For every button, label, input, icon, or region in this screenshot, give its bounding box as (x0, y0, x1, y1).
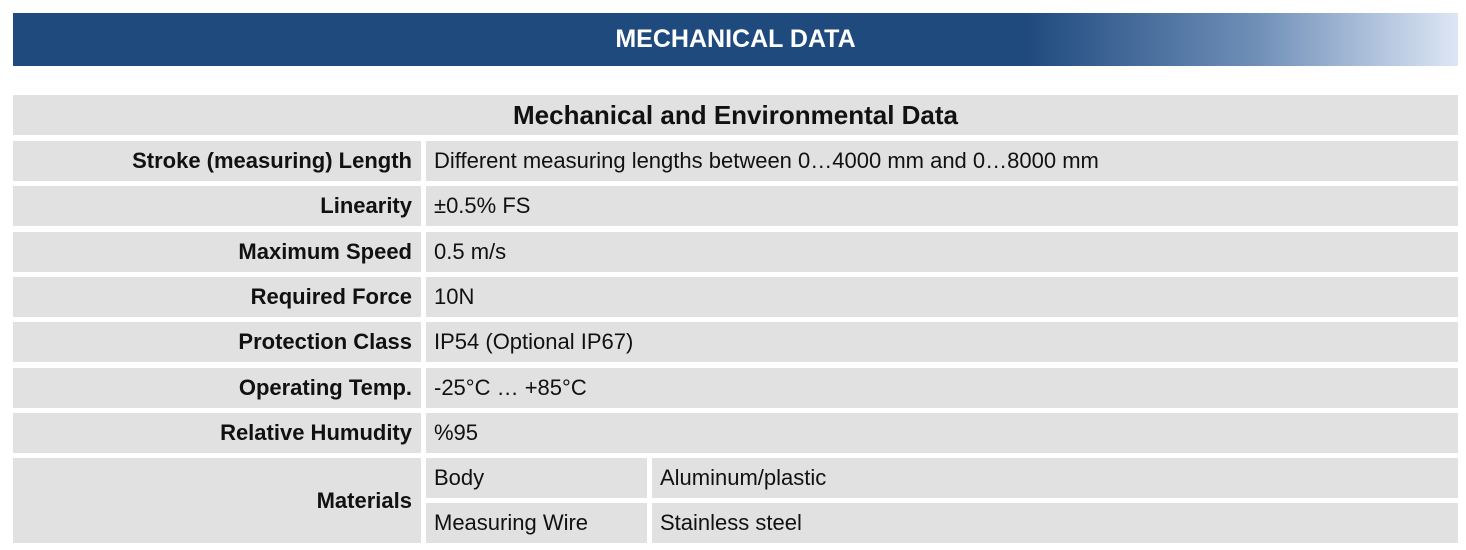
row-value: -25°C … +85°C (426, 367, 1458, 408)
row-label: Relative Humudity (13, 412, 421, 453)
material-value: Aluminum/plastic (652, 458, 1458, 498)
row-label: Maximum Speed (13, 231, 421, 272)
row-label: Linearity (13, 186, 421, 227)
row-label: Required Force (13, 276, 421, 317)
row-label: Stroke (measuring) Length (13, 141, 421, 181)
material-part: Measuring Wire (426, 503, 647, 543)
row-value: %95 (426, 412, 1458, 453)
material-part: Body (426, 458, 647, 498)
row-value: ±0.5% FS (426, 186, 1458, 227)
table-title: Mechanical and Environmental Data (13, 95, 1458, 135)
row-label: Materials (13, 458, 421, 543)
row-value: 10N (426, 276, 1458, 317)
row-label: Protection Class (13, 322, 421, 363)
section-title: MECHANICAL DATA (615, 25, 856, 53)
row-label: Operating Temp. (13, 367, 421, 408)
section-header: MECHANICAL DATA (13, 13, 1458, 66)
row-value: 0.5 m/s (426, 231, 1458, 272)
material-value: Stainless steel (652, 503, 1458, 543)
row-value: Different measuring lengths between 0…40… (426, 141, 1458, 181)
row-value: IP54 (Optional IP67) (426, 322, 1458, 363)
